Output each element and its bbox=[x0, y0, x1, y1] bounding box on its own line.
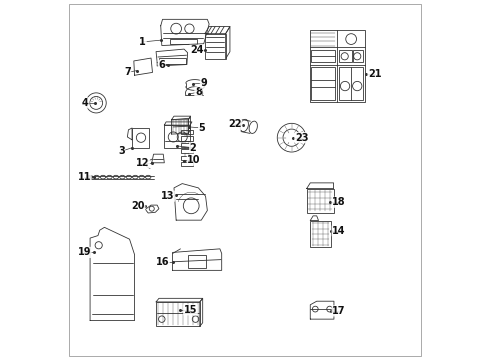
Text: 22: 22 bbox=[228, 120, 242, 129]
Text: 6: 6 bbox=[158, 60, 165, 70]
Text: 11: 11 bbox=[77, 172, 91, 182]
Bar bbox=[310, 30, 365, 102]
Bar bbox=[181, 130, 193, 134]
Text: 20: 20 bbox=[131, 201, 145, 211]
Text: 13: 13 bbox=[161, 191, 174, 201]
Text: 5: 5 bbox=[198, 123, 205, 133]
Text: 23: 23 bbox=[295, 133, 308, 143]
Bar bbox=[181, 143, 193, 147]
Text: 2: 2 bbox=[190, 143, 196, 153]
Text: 10: 10 bbox=[187, 155, 201, 165]
Text: 3: 3 bbox=[118, 146, 124, 156]
Text: 24: 24 bbox=[190, 45, 203, 55]
Bar bbox=[181, 136, 193, 140]
Text: 7: 7 bbox=[124, 67, 131, 77]
Bar bbox=[307, 189, 334, 213]
Text: 9: 9 bbox=[200, 78, 207, 88]
Bar bbox=[188, 255, 205, 268]
Bar bbox=[353, 50, 364, 62]
Bar bbox=[339, 50, 351, 62]
Bar bbox=[159, 58, 186, 64]
Bar bbox=[339, 67, 364, 100]
Bar bbox=[205, 34, 225, 59]
Text: 8: 8 bbox=[195, 87, 202, 97]
Bar bbox=[156, 302, 200, 326]
Bar bbox=[181, 156, 193, 160]
Bar bbox=[310, 221, 331, 247]
Bar bbox=[132, 128, 149, 148]
Text: 16: 16 bbox=[156, 257, 169, 267]
Text: 14: 14 bbox=[332, 226, 346, 236]
Text: 12: 12 bbox=[136, 158, 149, 168]
Text: 21: 21 bbox=[368, 69, 382, 79]
Text: 17: 17 bbox=[332, 306, 346, 316]
Text: 15: 15 bbox=[184, 305, 197, 315]
Bar bbox=[311, 67, 335, 100]
Bar bbox=[311, 50, 335, 62]
Bar bbox=[181, 149, 193, 153]
Bar bbox=[164, 125, 190, 148]
Text: 19: 19 bbox=[77, 247, 91, 257]
Bar bbox=[170, 39, 196, 44]
Text: 4: 4 bbox=[82, 98, 89, 108]
Text: 18: 18 bbox=[332, 197, 346, 207]
Bar bbox=[181, 162, 193, 166]
Text: 1: 1 bbox=[140, 37, 146, 47]
